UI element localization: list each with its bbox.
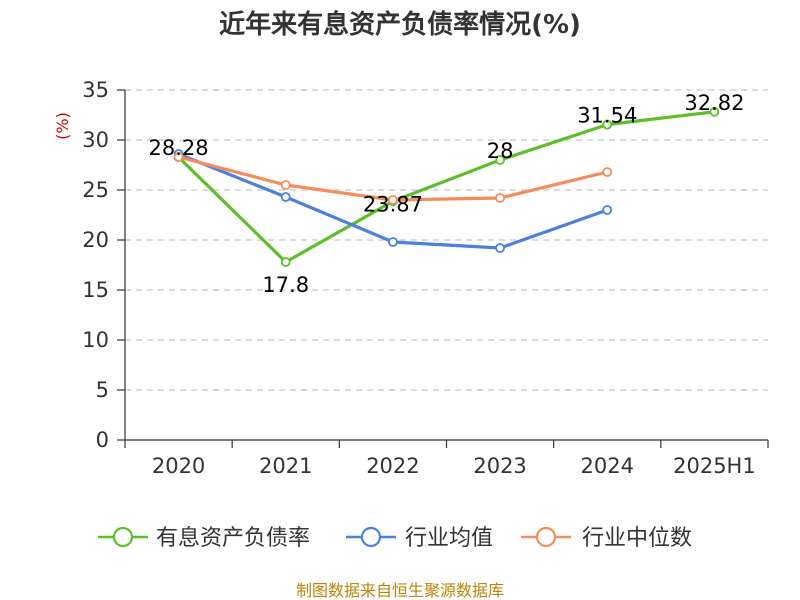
data-point[interactable]: [709, 106, 720, 117]
legend-item[interactable]: 行业均值: [346, 526, 493, 551]
x-tick-label: 2021: [259, 454, 312, 478]
x-tick-label: 2022: [366, 454, 419, 478]
data-point[interactable]: [495, 155, 505, 165]
data-point[interactable]: [280, 257, 291, 267]
data-point[interactable]: [280, 180, 291, 190]
x-tick-label: 2025H1: [673, 454, 756, 478]
data-point[interactable]: [602, 119, 613, 130]
y-tick-label: 5: [96, 378, 109, 402]
data-point[interactable]: [280, 192, 291, 202]
data-label: 32.82: [684, 91, 744, 115]
data-point[interactable]: [602, 167, 613, 177]
data-point[interactable]: [173, 152, 184, 162]
data-labels: 28.28 17.8 23.87 28 31.54 32.82: [149, 91, 745, 297]
legend-label: 行业中位数: [582, 526, 692, 551]
x-tick-label: 2024: [581, 454, 634, 478]
y-tick-label: 15: [82, 278, 109, 302]
axes: 0 5 10 15 20 25 30 35 2020 2021 2022 2023 2024 2025H1: [82, 78, 769, 478]
source-note: 制图数据来自恒生聚源数据库: [296, 581, 504, 600]
chart-title: 近年来有息资产负债率情况(%): [219, 9, 581, 40]
legend[interactable]: 有息资产负债率 行业均值 行业中位数: [98, 526, 692, 551]
series-lines: [173, 106, 720, 267]
y-tick-label: 10: [82, 328, 109, 352]
series-line: [177, 110, 715, 264]
legend-label: 行业均值: [405, 526, 493, 551]
y-axis-unit: (%): [53, 112, 72, 140]
data-label: 28: [487, 139, 514, 163]
y-tick-label: 35: [82, 78, 109, 102]
grid: [125, 89, 768, 391]
data-label: 23.87: [363, 192, 423, 216]
data-point[interactable]: [388, 237, 398, 247]
y-tick-label: 25: [82, 178, 109, 202]
x-tick-label: 2023: [473, 454, 526, 478]
y-tick-label: 0: [96, 428, 109, 452]
data-point[interactable]: [495, 243, 505, 253]
data-label: 31.54: [577, 104, 637, 128]
legend-label: 有息资产负债率: [156, 526, 310, 551]
data-label: 17.8: [262, 273, 309, 297]
y-tick-label: 30: [82, 128, 109, 152]
data-point[interactable]: [388, 195, 398, 205]
legend-item[interactable]: 行业中位数: [521, 526, 692, 551]
x-tick-label: 2020: [152, 454, 205, 478]
legend-item[interactable]: 有息资产负债率: [98, 526, 310, 551]
legend-marker: [112, 526, 134, 548]
legend-marker: [535, 526, 557, 548]
data-point[interactable]: [495, 193, 505, 203]
data-label: 28.28: [149, 136, 209, 160]
data-point[interactable]: [602, 205, 613, 215]
y-tick-label: 20: [82, 228, 109, 252]
legend-marker: [360, 526, 382, 548]
